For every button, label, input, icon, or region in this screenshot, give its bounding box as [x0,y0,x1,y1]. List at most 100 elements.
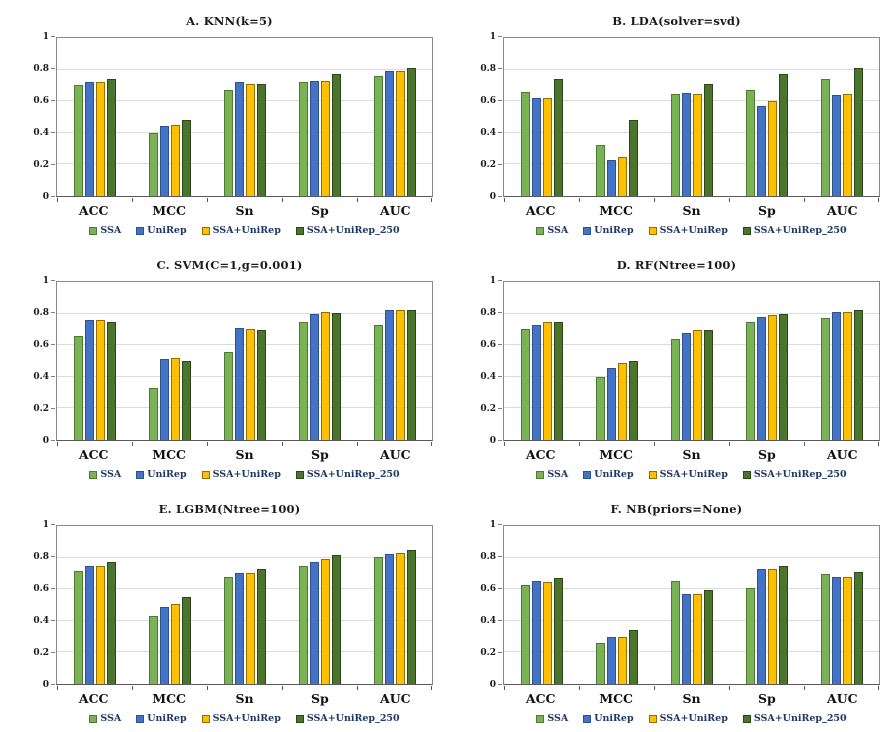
y-tick-label: 0.4 [480,372,496,382]
bar [692,593,702,684]
bar-group [654,526,729,684]
y-tick-label: 1 [489,32,496,42]
legend-item: SSA+UniRep [648,469,728,480]
legend-item: SSA+UniRep [648,713,728,724]
bar [95,565,105,684]
legend-swatch [295,714,304,723]
x-tick-mark [57,686,58,690]
bar [553,79,563,196]
bar [181,597,191,684]
legend-label: UniRep [147,469,187,480]
legend-item: UniRep [583,225,634,236]
gridline [57,312,432,314]
y-tick-mark [51,164,55,165]
legend-label: SSA+UniRep_250 [753,713,847,724]
legend-swatch [648,714,657,723]
legend-item: SSA+UniRep_250 [295,225,400,236]
x-tick-mark [357,442,358,446]
x-tick-mark [804,442,805,446]
y-tick-mark [51,196,55,197]
bar [520,329,530,440]
y-tick-mark [498,100,502,101]
y-tick-mark [498,36,502,37]
bar [234,82,244,196]
bar [595,145,605,196]
x-tick-mark [57,442,58,446]
bar-group [729,38,804,196]
x-axis-labels: ACC MCC Sn Sp AUC [26,203,433,218]
x-tick-mark [654,198,655,202]
legend-label: SSA+UniRep_250 [306,469,400,480]
legend-item: SSA+UniRep_250 [295,469,400,480]
bar [245,83,255,196]
chart-body: 0 0.2 0.4 0.6 0.8 1 [473,276,880,446]
gridline [504,68,879,70]
bar [531,581,541,684]
bar-group [207,282,282,440]
gridline [57,556,432,558]
bar-group [729,282,804,440]
legend-label: SSA [100,225,122,236]
y-tick-mark [51,376,55,377]
bar [778,313,788,440]
bar [542,98,552,196]
x-category-label: ACC [525,203,556,218]
legend-item: SSA+UniRep [201,469,281,480]
x-category-label: Sp [311,447,329,462]
legend-swatch [583,470,592,479]
legend-item: UniRep [136,469,187,480]
bar [159,126,169,196]
y-tick-label: 0.4 [480,616,496,626]
legend-label: SSA+UniRep [659,469,728,480]
x-category-label: ACC [525,447,556,462]
y-tick-mark [498,376,502,377]
legend-swatch [742,470,751,479]
legend-item: SSA+UniRep_250 [742,713,847,724]
legend-item: UniRep [136,713,187,724]
bar [692,330,702,440]
y-axis: 0 0.2 0.4 0.6 0.8 1 [26,32,56,202]
y-axis: 0 0.2 0.4 0.6 0.8 1 [473,32,503,202]
x-category-label: Sn [682,203,701,218]
bar [73,335,83,440]
bar [309,80,319,196]
bar [842,94,852,196]
bar [406,309,416,440]
y-tick-mark [498,68,502,69]
legend-swatch [136,714,145,723]
panel-title: D. RF(Ntree=100) [616,258,737,272]
x-category-label: AUC [827,691,858,706]
bar [820,574,830,684]
bar [531,98,541,196]
gridline [504,407,879,409]
y-tick-label: 0.2 [33,160,49,170]
y-tick-label: 0.8 [480,64,496,74]
gridline [57,344,432,346]
legend-label: SSA+UniRep_250 [306,713,400,724]
bar [617,636,627,684]
gridline [57,588,432,590]
bar [842,577,852,684]
x-category-label: AUC [827,203,858,218]
bar [628,630,638,684]
y-tick-mark [51,440,55,441]
bar [606,636,616,684]
y-tick-mark [51,620,55,621]
legend-item: SSA+UniRep [201,225,281,236]
legend-label: SSA [547,225,569,236]
bar [245,328,255,440]
y-tick-label: 0 [489,436,496,446]
x-category-label: AUC [380,447,411,462]
bar [256,568,266,684]
gridline [504,163,879,165]
legend-item: SSA+UniRep_250 [742,225,847,236]
bar [298,82,308,196]
y-tick-mark [498,620,502,621]
plot-area [56,525,433,690]
y-tick-label: 0 [489,680,496,690]
y-tick-mark [51,312,55,313]
chart-body: 0 0.2 0.4 0.6 0.8 1 [26,276,433,446]
chart-body: 0 0.2 0.4 0.6 0.8 1 [473,32,880,202]
gridline [504,619,879,621]
legend-swatch [89,226,98,235]
